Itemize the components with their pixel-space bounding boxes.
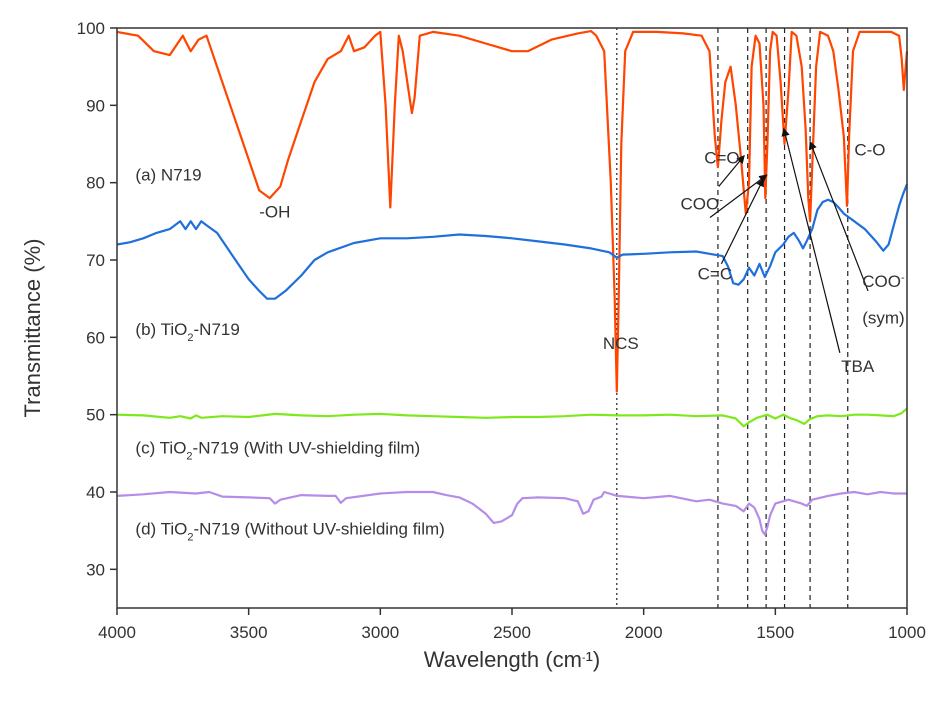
y-tick-label-80: 80 <box>86 174 105 193</box>
x-tick-label-1000: 1000 <box>888 623 926 642</box>
annotation-ncs: NCS <box>603 334 639 353</box>
series-line-c <box>116 407 908 428</box>
x-tick-label-2500: 2500 <box>493 623 531 642</box>
annotation-arrow-1 <box>718 154 745 187</box>
annotation-c-o: C-O <box>854 141 885 160</box>
annotation-arrow-5 <box>808 140 869 292</box>
y-tick-label-70: 70 <box>86 251 105 270</box>
series-label-b: (b) TiO2-N719 <box>135 320 239 344</box>
x-tick-label-3500: 3500 <box>230 623 268 642</box>
x-tick-label-3000: 3000 <box>361 623 399 642</box>
y-tick-label-90: 90 <box>86 96 105 115</box>
series-label-c: (c) TiO2-N719 (With UV-shielding film) <box>135 438 420 462</box>
y-tick-label-100: 100 <box>77 19 105 38</box>
annotation-coo: COO- <box>862 272 905 291</box>
series-labels: (a) N719 (b) TiO2-N719 (c) TiO2-N719 (With… <box>135 165 444 543</box>
x-tick-label-4000: 4000 <box>98 623 136 642</box>
annotation-labels: -OH NCS C=O COO- C=C C-O COO- (sym) TBA <box>259 141 905 377</box>
x-tick-label-2000: 2000 <box>625 623 663 642</box>
y-tick-label-50: 50 <box>86 406 105 425</box>
y-axis: 30 40 50 60 70 80 90 100 <box>77 19 117 579</box>
annotation-oh: -OH <box>259 202 290 221</box>
y-axis-title: Transmittance (%) <box>20 239 45 418</box>
series-label-a: (a) N719 <box>135 165 201 184</box>
annotation-arrows <box>709 127 869 353</box>
y-tick-label-40: 40 <box>86 483 105 502</box>
series-line-a <box>116 30 909 393</box>
x-tick-label-1500: 1500 <box>756 623 794 642</box>
series-line-d <box>116 490 907 536</box>
series-layer <box>116 30 909 536</box>
annotation-c-c: C=C <box>698 264 732 283</box>
series-label-d: (d) TiO2-N719 (Without UV-shielding film… <box>135 520 444 544</box>
annotation-arrow-4 <box>781 127 841 353</box>
y-tick-label-30: 30 <box>86 560 105 579</box>
annotation-sym: (sym) <box>862 308 904 327</box>
x-axis-title: Wavelength (cm-¹) <box>424 647 600 672</box>
annotation-c-o: C=O <box>704 148 739 167</box>
annotation-arrow-3 <box>720 178 765 265</box>
annotation-coo: COO- <box>681 195 724 214</box>
x-axis: 4000 3500 3000 2500 2000 1500 1000 <box>98 608 926 642</box>
reference-lines <box>616 28 849 608</box>
y-tick-label-60: 60 <box>86 328 105 347</box>
series-line-b <box>116 183 909 300</box>
annotation-tba: TBA <box>841 357 875 376</box>
